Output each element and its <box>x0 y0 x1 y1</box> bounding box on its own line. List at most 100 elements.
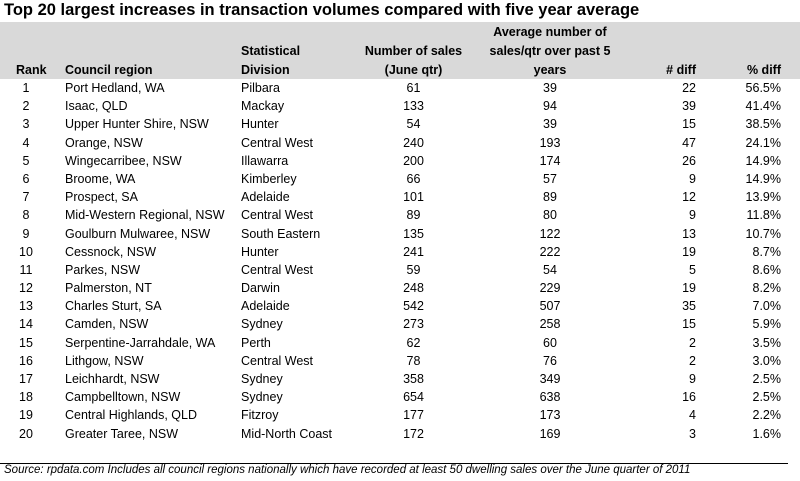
cell-rank: 13 <box>19 299 33 314</box>
cell-number-of-sales: 240 <box>403 135 424 150</box>
cell-council-region: Greater Taree, NSW <box>65 426 179 441</box>
table-row: 19 Central Highlands, QLD Fitzroy 177 173 4 2.… <box>0 406 800 424</box>
cell-diff: 13 <box>682 226 696 241</box>
cell-pct-diff: 41.4% <box>745 99 781 114</box>
cell-rank: 2 <box>22 99 30 114</box>
cell-statistical-division: Adelaide <box>241 190 290 205</box>
cell-pct-diff: 8.2% <box>752 281 782 296</box>
cell-number-of-sales: 66 <box>406 171 421 186</box>
cell-diff: 15 <box>682 117 696 132</box>
cell-rank: 8 <box>22 208 30 223</box>
cell-statistical-division: Mackay <box>241 99 285 114</box>
cell-average-sales: 60 <box>543 335 557 350</box>
cell-average-sales: 173 <box>539 408 561 423</box>
table-row: 7 Prospect, SA Adelaide 101 89 12 13.9% <box>0 188 800 206</box>
cell-pct-diff: 13.9% <box>745 190 781 205</box>
table-row: 13 Charles Sturt, SA Adelaide 542 507 35 7.0% <box>0 297 800 315</box>
cell-pct-diff: 10.7% <box>745 226 781 241</box>
source-note: Source: rpdata.com Includes all council … <box>4 464 691 476</box>
cell-pct-diff: 56.5% <box>745 81 781 95</box>
header-avg-line3: years <box>533 63 567 77</box>
cell-average-sales: 349 <box>539 372 561 386</box>
cell-pct-diff: 14.9% <box>745 171 781 186</box>
cell-statistical-division: Fitzroy <box>241 408 279 423</box>
cell-number-of-sales: 200 <box>403 153 424 168</box>
table-row: 8 Mid-Western Regional, NSW Central West 89… <box>0 206 800 224</box>
cell-statistical-division: Sydney <box>241 317 283 332</box>
table-row: 5 Wingecarribee, NSW Illawarra 200 174 26 14.9… <box>0 152 800 170</box>
cell-pct-diff: 2.2% <box>752 408 782 423</box>
cell-average-sales: 39 <box>543 117 557 132</box>
cell-rank: 3 <box>22 117 30 132</box>
cell-pct-diff: 3.0% <box>752 353 782 368</box>
cell-statistical-division: Adelaide <box>241 299 290 314</box>
cell-number-of-sales: 177 <box>403 408 424 423</box>
table-row: 15 Serpentine-Jarrahdale, WA Perth 62 60 2 3.5… <box>0 334 800 352</box>
cell-diff: 12 <box>682 190 696 205</box>
cell-average-sales: 89 <box>543 190 557 205</box>
table-row: 3 Upper Hunter Shire, NSW Hunter 54 39 15 38.5… <box>0 115 800 133</box>
header-sales-line2: (June qtr) <box>384 63 443 77</box>
table-row: 18 Campbelltown, NSW Sydney 654 638 16 2.5% <box>0 388 800 406</box>
cell-number-of-sales: 172 <box>403 426 424 441</box>
cell-number-of-sales: 542 <box>403 299 424 314</box>
cell-council-region: Mid-Western Regional, NSW <box>65 208 225 223</box>
cell-council-region: Camden, NSW <box>65 317 149 332</box>
cell-statistical-division: Kimberley <box>241 171 297 186</box>
cell-average-sales: 638 <box>539 390 561 405</box>
cell-number-of-sales: 89 <box>406 208 421 223</box>
table-row: 11 Parkes, NSW Central West 59 54 5 8.6% <box>0 261 800 279</box>
cell-average-sales: 80 <box>543 208 557 223</box>
cell-diff: 4 <box>689 408 696 423</box>
footer-divider <box>0 463 788 464</box>
cell-diff: 26 <box>682 153 696 168</box>
cell-average-sales: 54 <box>543 262 557 277</box>
cell-statistical-division: Hunter <box>241 117 279 132</box>
cell-average-sales: 193 <box>539 135 561 150</box>
table-row: 12 Palmerston, NT Darwin 248 229 19 8.2% <box>0 279 800 297</box>
table-title: Top 20 largest increases in transaction … <box>4 1 640 19</box>
cell-council-region: Serpentine-Jarrahdale, WA <box>65 335 216 350</box>
cell-diff: 9 <box>689 372 696 386</box>
cell-diff: 22 <box>682 81 696 95</box>
cell-statistical-division: Sydney <box>241 390 283 405</box>
cell-rank: 17 <box>19 372 33 386</box>
cell-pct-diff: 2.5% <box>752 372 782 386</box>
cell-statistical-division: Perth <box>241 335 271 350</box>
header-division-line1: Statistical <box>241 44 301 58</box>
cell-rank: 11 <box>19 262 33 277</box>
cell-statistical-division: Central West <box>241 135 314 150</box>
table-row: 10 Cessnock, NSW Hunter 241 222 19 8.7% <box>0 243 800 261</box>
cell-average-sales: 39 <box>543 81 557 95</box>
table-row: 9 Goulburn Mulwaree, NSW South Eastern 135 1… <box>0 225 800 243</box>
cell-council-region: Cessnock, NSW <box>65 244 156 259</box>
cell-diff: 2 <box>689 353 696 368</box>
cell-pct-diff: 7.0% <box>752 299 782 314</box>
cell-average-sales: 169 <box>539 426 561 441</box>
cell-council-region: Palmerston, NT <box>65 281 152 296</box>
cell-rank: 10 <box>19 244 33 259</box>
table-body: 1 Port Hedland, WA Pilbara 61 39 22 56.5% 2 Isaa… <box>0 79 800 443</box>
cell-council-region: Upper Hunter Shire, NSW <box>65 117 209 132</box>
cell-statistical-division: South Eastern <box>241 226 321 241</box>
header-avg-line1: Average number of <box>493 25 607 39</box>
cell-diff: 19 <box>682 244 696 259</box>
header-pct-diff: % diff <box>746 63 781 77</box>
cell-diff: 47 <box>682 135 696 150</box>
cell-diff: 9 <box>689 208 696 223</box>
header-division-line2: Division <box>241 63 290 77</box>
header-diff: # diff <box>666 63 696 77</box>
cell-council-region: Goulburn Mulwaree, NSW <box>65 226 211 241</box>
cell-number-of-sales: 654 <box>403 390 424 405</box>
cell-council-region: Parkes, NSW <box>65 262 141 277</box>
cell-pct-diff: 24.1% <box>745 135 781 150</box>
cell-pct-diff: 1.6% <box>752 426 782 441</box>
table-row: 20 Greater Taree, NSW Mid-North Coast 172 16… <box>0 425 800 443</box>
cell-number-of-sales: 78 <box>406 353 421 368</box>
header-avg-line2: sales/qtr over past 5 <box>489 44 611 58</box>
cell-number-of-sales: 101 <box>403 190 424 205</box>
cell-number-of-sales: 241 <box>403 244 424 259</box>
cell-number-of-sales: 248 <box>403 281 424 296</box>
cell-rank: 19 <box>19 408 33 423</box>
cell-pct-diff: 11.8% <box>746 208 781 223</box>
